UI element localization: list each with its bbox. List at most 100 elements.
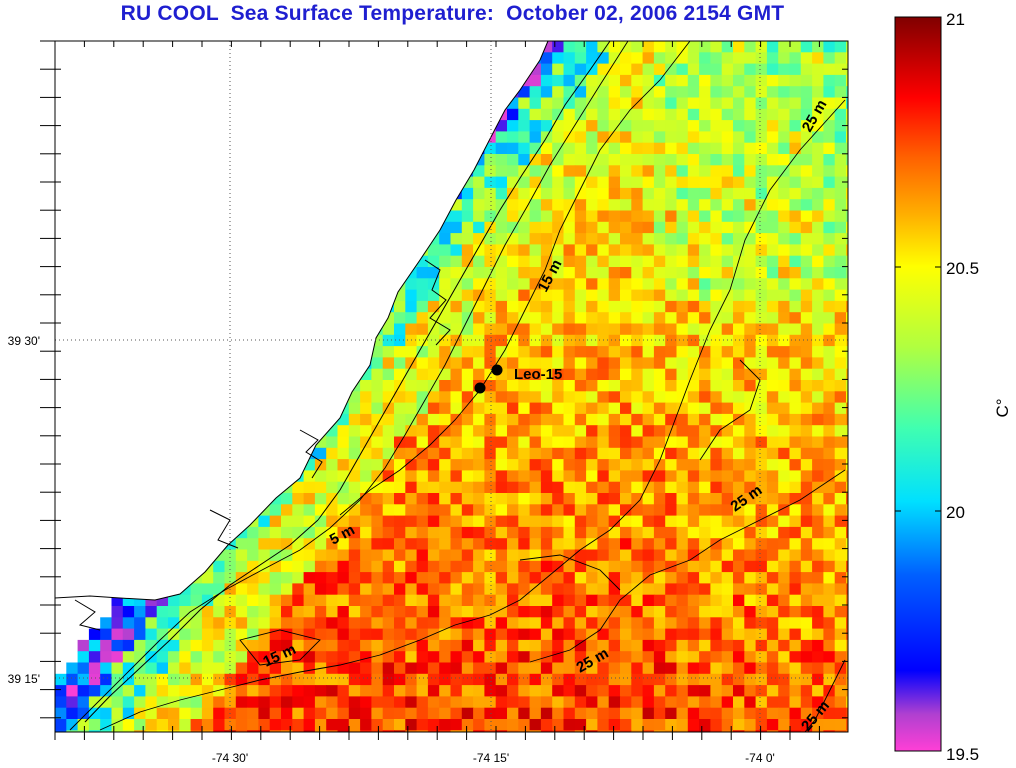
sst-pixel bbox=[394, 617, 406, 630]
sst-pixel bbox=[122, 639, 135, 652]
sst-pixel bbox=[755, 402, 768, 415]
sst-pixel bbox=[258, 696, 271, 709]
sst-pixel bbox=[676, 696, 689, 709]
sst-pixel bbox=[834, 131, 847, 144]
sst-pixel bbox=[484, 504, 497, 517]
sst-pixel bbox=[529, 346, 542, 358]
sst-pixel bbox=[834, 685, 847, 697]
sst-pixel bbox=[597, 413, 610, 426]
sst-pixel bbox=[755, 187, 768, 200]
sst-pixel bbox=[766, 210, 779, 223]
sst-pixel bbox=[608, 323, 621, 336]
sst-pixel bbox=[518, 696, 531, 709]
sst-pixel bbox=[665, 662, 678, 675]
sst-pixel bbox=[721, 210, 734, 223]
sst-pixel bbox=[303, 696, 316, 709]
sst-pixel bbox=[224, 560, 237, 573]
sst-pixel bbox=[687, 402, 700, 415]
sst-pixel bbox=[563, 549, 576, 562]
sst-pixel bbox=[314, 504, 327, 517]
sst-pixel bbox=[676, 357, 689, 370]
sst-pixel bbox=[348, 526, 361, 539]
sst-pixel bbox=[744, 199, 757, 212]
sst-pixel bbox=[665, 493, 678, 505]
sst-pixel bbox=[563, 221, 576, 234]
sst-pixel bbox=[484, 639, 497, 652]
sst-pixel bbox=[168, 730, 180, 732]
sst-pixel bbox=[303, 583, 316, 596]
sst-pixel bbox=[66, 685, 79, 697]
sst-pixel bbox=[529, 628, 542, 641]
sst-pixel bbox=[812, 357, 824, 370]
sst-pixel bbox=[642, 176, 655, 189]
sst-pixel bbox=[473, 402, 485, 415]
sst-pixel bbox=[507, 583, 519, 596]
sst-pixel bbox=[846, 142, 848, 155]
sst-pixel bbox=[540, 560, 553, 573]
sst-pixel bbox=[416, 673, 429, 686]
sst-pixel bbox=[586, 312, 598, 325]
sst-pixel bbox=[563, 651, 576, 664]
sst-pixel bbox=[687, 459, 700, 471]
sst-pixel bbox=[687, 312, 700, 325]
sst-pixel bbox=[201, 662, 214, 675]
sst-pixel bbox=[314, 436, 327, 449]
sst-pixel bbox=[778, 267, 791, 279]
sst-pixel bbox=[710, 572, 723, 584]
sst-pixel bbox=[846, 538, 848, 551]
sst-pixel bbox=[823, 334, 836, 347]
sst-pixel bbox=[642, 436, 655, 449]
sst-pixel bbox=[495, 719, 508, 731]
sst-pixel bbox=[846, 52, 848, 65]
sst-pixel bbox=[620, 560, 632, 573]
sst-pixel bbox=[552, 459, 565, 471]
sst-pixel bbox=[834, 651, 847, 664]
sst-pixel bbox=[461, 481, 474, 494]
sst-pixel bbox=[676, 549, 689, 562]
sst-pixel bbox=[247, 560, 259, 573]
sst-pixel bbox=[766, 74, 779, 87]
sst-pixel bbox=[495, 346, 508, 358]
sst-pixel bbox=[642, 662, 655, 675]
sst-pixel bbox=[518, 594, 531, 607]
sst-pixel bbox=[518, 120, 531, 132]
sst-pixel bbox=[235, 673, 248, 686]
sst-pixel bbox=[766, 86, 779, 99]
sst-pixel bbox=[687, 86, 700, 99]
sst-pixel bbox=[540, 74, 553, 87]
sst-pixel bbox=[507, 730, 519, 732]
sst-pixel bbox=[439, 673, 452, 686]
sst-pixel bbox=[789, 210, 802, 223]
sst-pixel bbox=[574, 617, 587, 630]
sst-pixel bbox=[563, 176, 576, 189]
sst-pixel bbox=[597, 651, 610, 664]
sst-pixel bbox=[755, 560, 768, 573]
sst-pixel bbox=[789, 628, 802, 641]
sst-pixel bbox=[586, 662, 598, 675]
sst-pixel bbox=[631, 662, 644, 675]
sst-pixel bbox=[269, 594, 282, 607]
sst-pixel bbox=[823, 719, 836, 731]
sst-pixel bbox=[529, 436, 542, 449]
sst-pixel bbox=[427, 685, 440, 697]
sst-pixel bbox=[846, 594, 848, 607]
sst-pixel bbox=[665, 300, 678, 313]
sst-pixel bbox=[733, 425, 745, 438]
sst-pixel bbox=[292, 719, 305, 731]
sst-pixel bbox=[699, 120, 711, 132]
sst-pixel bbox=[608, 334, 621, 347]
sst-pixel bbox=[473, 470, 485, 483]
sst-pixel bbox=[303, 673, 316, 686]
sst-pixel bbox=[653, 459, 666, 471]
sst-pixel bbox=[461, 639, 474, 652]
sst-pixel bbox=[846, 673, 848, 686]
sst-pixel bbox=[710, 481, 723, 494]
sst-pixel bbox=[507, 165, 519, 178]
sst-pixel bbox=[507, 470, 519, 483]
sst-pixel bbox=[540, 267, 553, 279]
sst-pixel bbox=[721, 707, 734, 720]
sst-pixel bbox=[744, 606, 757, 618]
sst-pixel bbox=[529, 470, 542, 483]
sst-pixel bbox=[168, 673, 180, 686]
sst-pixel bbox=[281, 515, 293, 528]
